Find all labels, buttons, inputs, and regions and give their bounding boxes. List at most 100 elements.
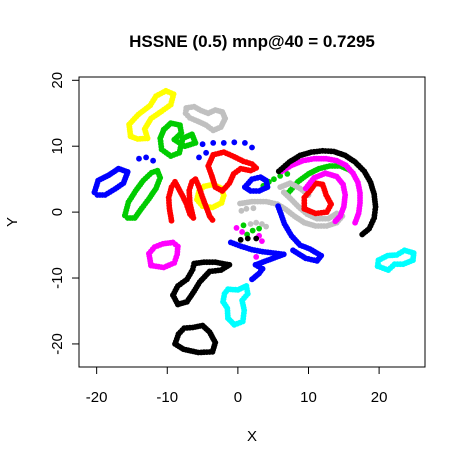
cluster [374, 247, 417, 273]
data-point [247, 221, 254, 227]
data-point [332, 218, 339, 225]
data-point [271, 176, 277, 183]
data-point [237, 236, 244, 243]
cluster [233, 225, 265, 260]
x-tick-label: 0 [234, 389, 242, 406]
data-point [290, 247, 296, 254]
data-point [374, 263, 381, 270]
x-tick-label: -10 [156, 389, 178, 406]
cluster [242, 174, 271, 194]
data-point [160, 126, 167, 133]
cluster [275, 203, 325, 264]
cluster [126, 87, 177, 142]
data-point [240, 222, 247, 229]
cluster [122, 167, 164, 221]
y-tick-label: 0 [49, 208, 66, 216]
data-point [249, 227, 256, 234]
x-tick-label: 10 [300, 389, 317, 406]
series-5 [146, 155, 363, 271]
data-point [203, 149, 210, 156]
data-point [259, 221, 265, 227]
cluster [277, 180, 312, 198]
cluster [157, 120, 199, 160]
data-point [233, 225, 240, 231]
data-point [148, 262, 154, 269]
data-point [239, 229, 246, 235]
data-point [249, 144, 255, 151]
data-point [253, 219, 260, 226]
data-point [243, 205, 250, 212]
x-axis: -20 -10 0 10 20 [86, 366, 388, 406]
series-3 [91, 139, 325, 283]
data-point [122, 212, 128, 219]
data-point [175, 301, 181, 308]
cluster [182, 103, 229, 134]
data-point [359, 231, 366, 238]
data-point [209, 217, 216, 223]
series-6 [170, 147, 379, 356]
points-layer [91, 87, 417, 356]
data-point [301, 205, 308, 212]
data-point [225, 315, 231, 322]
cluster [237, 235, 260, 243]
cluster [165, 176, 216, 224]
data-point [238, 207, 245, 214]
data-point [91, 189, 98, 196]
data-point [277, 173, 284, 179]
series-1 [122, 120, 353, 238]
cluster [278, 155, 363, 226]
data-point [242, 140, 248, 146]
data-point [150, 157, 157, 164]
x-axis-label: X [247, 428, 257, 445]
data-point [220, 140, 227, 146]
data-point [143, 154, 150, 161]
cluster [91, 165, 131, 198]
data-point [136, 155, 142, 162]
data-point [250, 205, 257, 212]
data-point [196, 154, 202, 161]
data-point [175, 331, 182, 337]
cluster [227, 239, 287, 283]
cluster [237, 198, 346, 229]
cluster [170, 259, 233, 308]
data-point [352, 219, 358, 226]
x-tick-label: -20 [86, 389, 108, 406]
cluster [240, 171, 291, 238]
series-7 [220, 247, 417, 328]
data-point [199, 141, 206, 148]
x-tick-label: 20 [371, 389, 388, 406]
cluster [136, 139, 255, 164]
data-point [284, 171, 291, 177]
series-2 [182, 103, 346, 230]
data-point [253, 235, 260, 242]
series-0 [126, 87, 227, 211]
data-point [201, 183, 207, 190]
data-point [242, 184, 248, 191]
data-point [210, 140, 217, 146]
y-axis: -20 -10 0 10 20 [49, 72, 80, 355]
y-tick-label: 20 [49, 72, 66, 89]
cluster [301, 180, 334, 217]
cluster [238, 205, 269, 230]
cluster [302, 170, 349, 225]
cluster [220, 283, 251, 328]
cluster [146, 239, 181, 271]
chart-title: HSSNE (0.5) mnp@40 = 0.7295 [129, 32, 375, 51]
y-tick-label: 10 [49, 138, 66, 155]
data-point [244, 235, 251, 242]
data-point [259, 238, 265, 245]
data-point [208, 173, 215, 179]
y-tick-label: -10 [49, 267, 66, 289]
data-point [253, 254, 260, 260]
data-point [249, 276, 255, 283]
y-tick-label: -20 [49, 333, 66, 355]
cluster [275, 147, 379, 238]
data-point [144, 135, 151, 142]
data-point [256, 225, 262, 232]
cluster [205, 149, 260, 194]
cluster [172, 322, 219, 356]
y-axis-label: Y [4, 217, 21, 227]
series-4 [165, 149, 334, 224]
data-point [263, 223, 269, 230]
